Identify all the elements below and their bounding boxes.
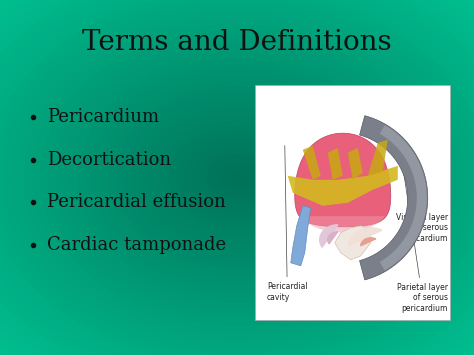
Ellipse shape xyxy=(63,47,411,308)
Ellipse shape xyxy=(85,64,389,291)
Ellipse shape xyxy=(229,172,245,183)
Ellipse shape xyxy=(146,109,328,246)
Polygon shape xyxy=(288,166,398,206)
Polygon shape xyxy=(320,225,338,247)
Polygon shape xyxy=(328,148,343,180)
Ellipse shape xyxy=(169,126,305,229)
Ellipse shape xyxy=(9,7,465,348)
Ellipse shape xyxy=(17,13,457,342)
Polygon shape xyxy=(291,206,311,266)
Text: Pericardial effusion: Pericardial effusion xyxy=(47,193,226,211)
Ellipse shape xyxy=(108,81,366,274)
Text: Pericardial
cavity: Pericardial cavity xyxy=(267,146,308,302)
Ellipse shape xyxy=(47,36,427,320)
Ellipse shape xyxy=(131,98,343,257)
Bar xyxy=(255,85,450,320)
Ellipse shape xyxy=(138,104,336,251)
Ellipse shape xyxy=(55,41,419,314)
Ellipse shape xyxy=(70,53,404,302)
Polygon shape xyxy=(295,133,391,227)
Polygon shape xyxy=(368,140,388,176)
Ellipse shape xyxy=(161,121,313,234)
Polygon shape xyxy=(328,232,338,244)
Ellipse shape xyxy=(40,30,434,325)
Ellipse shape xyxy=(214,160,260,195)
Ellipse shape xyxy=(222,166,252,189)
Polygon shape xyxy=(360,116,428,280)
Ellipse shape xyxy=(116,87,358,268)
Ellipse shape xyxy=(93,70,381,285)
Ellipse shape xyxy=(191,143,283,212)
Ellipse shape xyxy=(25,18,449,337)
Text: Cardiac tamponade: Cardiac tamponade xyxy=(47,236,227,254)
Polygon shape xyxy=(380,125,427,271)
Polygon shape xyxy=(335,226,371,260)
Ellipse shape xyxy=(199,149,275,206)
Text: Decortication: Decortication xyxy=(47,151,172,169)
Text: Parietal layer
of serous
pericardium: Parietal layer of serous pericardium xyxy=(397,136,448,313)
Text: Pericardium: Pericardium xyxy=(47,108,160,126)
Ellipse shape xyxy=(176,132,298,223)
Ellipse shape xyxy=(32,24,442,331)
Polygon shape xyxy=(303,146,321,180)
Polygon shape xyxy=(301,216,385,232)
Ellipse shape xyxy=(207,155,267,200)
Polygon shape xyxy=(349,228,382,246)
Polygon shape xyxy=(361,238,376,246)
Polygon shape xyxy=(348,148,363,180)
Ellipse shape xyxy=(184,138,290,217)
Ellipse shape xyxy=(123,92,351,263)
Text: Terms and Definitions: Terms and Definitions xyxy=(82,29,392,56)
Ellipse shape xyxy=(154,115,320,240)
Ellipse shape xyxy=(78,58,396,297)
Ellipse shape xyxy=(100,75,374,280)
Text: Visceral layer
of serous
pericardium: Visceral layer of serous pericardium xyxy=(396,213,448,243)
